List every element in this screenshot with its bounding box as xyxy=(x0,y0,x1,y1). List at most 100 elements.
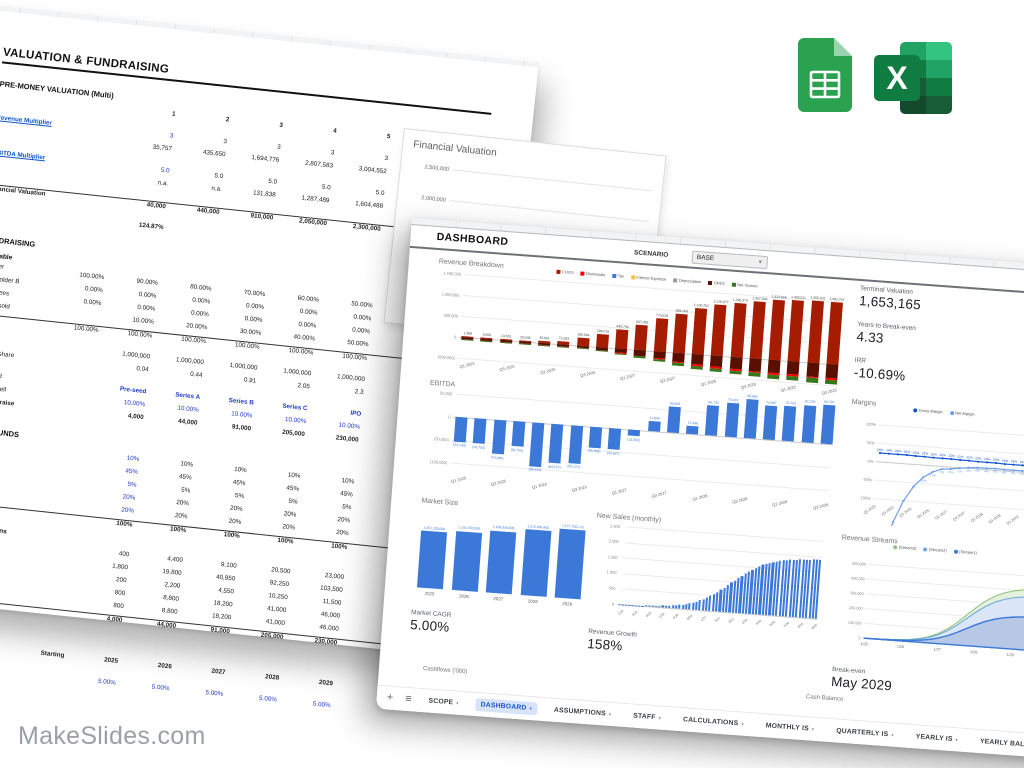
add-sheet-button[interactable]: + xyxy=(386,691,394,704)
data-label: 5% xyxy=(993,470,998,474)
chevron-down-icon: ▾ xyxy=(658,714,662,721)
axis-tick-label: 1/28 xyxy=(741,617,749,626)
legend-swatch xyxy=(673,277,678,283)
cell: 5.00% xyxy=(312,700,331,710)
bar-new-sales xyxy=(664,605,668,608)
legend-swatch xyxy=(612,273,617,278)
sheet-tab-bar: + ≡ SCOPE ▾ DASHBOARD ▾ ASSUMPTIONS ▾ STAFF ▾ CALC… xyxy=(375,684,1024,760)
legend-swatch xyxy=(893,544,898,549)
data-label: 23% xyxy=(922,451,929,455)
axis-tick-label: Q1 2027 xyxy=(619,372,636,381)
bar-group: 76,743 xyxy=(778,401,797,495)
bar-ebitda xyxy=(511,421,526,448)
sheet-tab-label: STAFF xyxy=(632,712,656,722)
legend-item: COGS xyxy=(556,269,574,275)
cell: 20,500 xyxy=(270,566,291,576)
axis-tick-label: 500 xyxy=(608,585,616,591)
cell: 1,000,000 xyxy=(175,356,205,367)
legend-label: OPEX xyxy=(713,280,725,287)
axis-tick-label: 1/29 xyxy=(782,620,790,629)
cell: 2025 xyxy=(103,656,119,665)
bar-cogs xyxy=(595,334,609,348)
axis-tick-label: 9/27 xyxy=(727,616,735,624)
data-label: 22% xyxy=(948,454,955,458)
bar-opex xyxy=(806,362,819,377)
axis-tick-label: Q1 2028 xyxy=(970,512,984,523)
bar-new-sales xyxy=(641,605,644,607)
kpi-irr-label: IRR xyxy=(854,356,867,365)
axis-tick-label: Q1 2029 xyxy=(771,498,789,508)
cell: 70.00% xyxy=(243,288,266,299)
data-point xyxy=(932,456,935,459)
cell: 3 xyxy=(223,138,228,146)
bar-group: 1,450,011 xyxy=(786,295,806,383)
legend-label: Tax xyxy=(617,273,625,279)
data-point xyxy=(941,457,944,460)
axis-tick-label: 1/29 xyxy=(1006,653,1014,658)
data-point xyxy=(940,467,943,471)
axis-tick-label: 5/28 xyxy=(755,618,763,627)
axis-tick-label: 2,500,000 xyxy=(424,163,450,173)
data-label: 20% xyxy=(975,456,982,460)
bar-group: 1,100,752 xyxy=(690,291,709,376)
bar-net-income xyxy=(480,340,493,343)
data-point xyxy=(912,485,915,488)
bar-group: 1,216,895,400 2028 xyxy=(520,524,551,604)
bar-new-sales xyxy=(654,605,658,607)
bar-group: 1,158,948,000 2027 xyxy=(485,523,517,602)
all-sheets-menu-button[interactable]: ≡ xyxy=(404,692,413,706)
sheet-tab-staff[interactable]: STAFF ▾ xyxy=(628,709,667,725)
sheet-tab-monthly-is[interactable]: MONTHLY IS ▾ xyxy=(760,719,819,736)
scenario-select[interactable]: BASE ▼ xyxy=(691,250,769,270)
data-point xyxy=(922,476,925,479)
legend-item: Dismissals xyxy=(580,271,605,277)
data-point xyxy=(968,459,971,462)
bar-new-sales xyxy=(648,605,651,607)
bar-cogs xyxy=(749,301,766,359)
chevron-down-icon: ▾ xyxy=(608,711,612,717)
bar-group: 85,882 xyxy=(740,394,759,492)
sheet-tab-yearly-is[interactable]: YEARLY IS ▾ xyxy=(910,730,963,747)
axis-tick-label: 5/26 xyxy=(672,612,680,620)
chart-title-margins: Margins xyxy=(851,398,877,408)
data-point xyxy=(994,461,998,465)
bar-net-income xyxy=(537,344,551,347)
plot-area: 2,500 2,000 1,500 1,000 500 0 xyxy=(590,522,825,620)
axis-tick-label: 2,500 xyxy=(609,522,621,529)
bar-cogs xyxy=(615,329,629,350)
bar-series xyxy=(618,526,823,619)
axis-tick-label: 1,500 xyxy=(607,553,618,560)
axis-tick-label: 1,000,000 xyxy=(441,290,460,298)
new-sales-chart: 2,500 2,000 1,500 1,000 500 0 1/25 5/25 9/25 1/26… xyxy=(589,522,826,639)
bar-ebitda xyxy=(647,421,661,432)
gridline xyxy=(872,497,1024,513)
cell: 5 xyxy=(386,133,391,141)
bar-group: (54,754) xyxy=(509,396,527,475)
cell xyxy=(36,408,90,414)
sheet-tab-calculations[interactable]: CALCULATIONS ▾ xyxy=(678,713,750,731)
cell: 1,000,000 xyxy=(229,361,258,372)
sheet-tab-label: ASSUMPTIONS xyxy=(553,706,607,718)
market-size-chart: 1,051,200,000 2025 1,103,760,000 2026 1,158,… xyxy=(412,509,591,617)
bar-net-income xyxy=(671,362,684,366)
axis-tick-label: 0% xyxy=(867,459,874,464)
axis-tick-label: 2029 xyxy=(562,601,573,607)
data-label: 24% xyxy=(886,448,893,452)
bar-ebitda xyxy=(588,426,602,449)
sheet-tab-quarterly-is[interactable]: QUARTERLY IS ▾ xyxy=(831,724,900,742)
chevron-down-icon: ▾ xyxy=(741,720,745,727)
sheet-tab-assumptions[interactable]: ASSUMPTIONS ▾ xyxy=(548,703,616,721)
axis-tick-label: -50% xyxy=(863,477,873,483)
bar-new-sales xyxy=(634,604,638,606)
sheet-tab-yearly-balance[interactable]: YEARLY BALANCE▾ xyxy=(974,735,1024,754)
bar-group: 71,583 xyxy=(556,281,574,366)
bar-group: 1,103,760,000 2026 xyxy=(451,520,482,599)
sheet-tab-dashboard[interactable]: DASHBOARD ▾ xyxy=(475,697,538,716)
sheet-tab-scope[interactable]: SCOPE ▾ xyxy=(423,694,464,710)
data-point xyxy=(959,458,962,462)
axis-tick-label: Q3 2029 xyxy=(812,501,829,511)
bar-group: 5,569 xyxy=(479,276,497,361)
bar-group: 1,051,200,000 2025 xyxy=(416,518,448,597)
axis-tick-label: Q3 2027 xyxy=(952,511,966,522)
